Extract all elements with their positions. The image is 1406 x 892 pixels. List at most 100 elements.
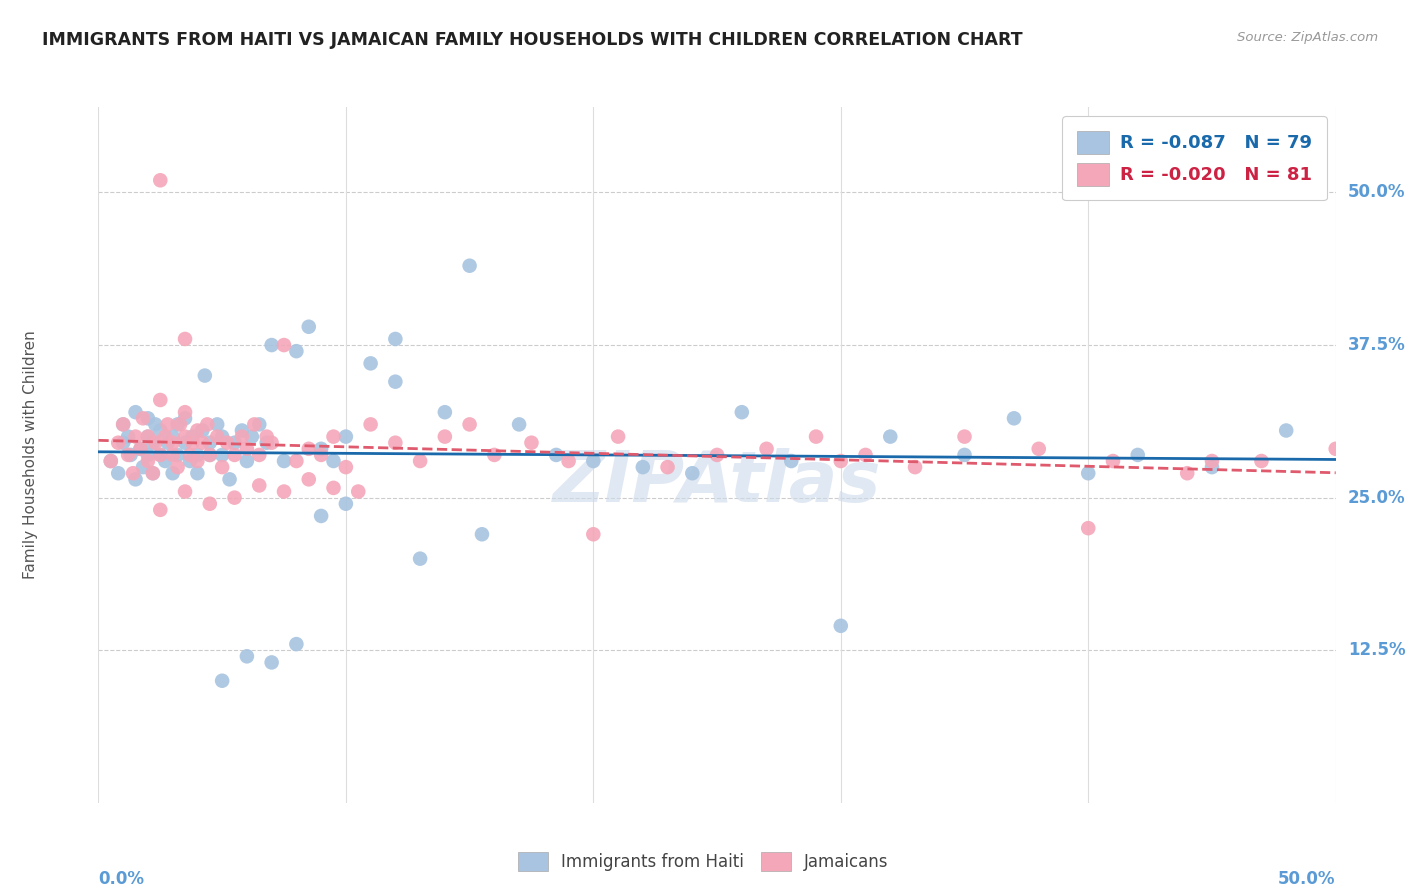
Point: [1275, 424, 1298, 438]
Text: 12.5%: 12.5%: [1348, 641, 1406, 659]
Text: Family Households with Children: Family Households with Children: [22, 331, 38, 579]
Point: [335, 429, 357, 443]
Point: [217, 435, 239, 450]
Point: [191, 435, 214, 450]
Point: [122, 467, 145, 481]
Point: [181, 435, 204, 450]
Point: [273, 454, 295, 468]
Point: [136, 411, 159, 425]
Point: [198, 448, 221, 462]
Point: [156, 435, 179, 450]
Point: [681, 467, 703, 481]
Point: [1077, 521, 1099, 535]
Point: [155, 454, 177, 468]
Point: [273, 338, 295, 352]
Point: [198, 497, 221, 511]
Point: [100, 454, 122, 468]
Point: [247, 478, 270, 492]
Text: 25.0%: 25.0%: [1348, 489, 1406, 507]
Point: [360, 356, 382, 370]
Point: [260, 656, 283, 670]
Point: [1077, 467, 1099, 481]
Point: [508, 417, 530, 432]
Point: [285, 454, 308, 468]
Point: [120, 448, 142, 462]
Point: [155, 429, 177, 443]
Point: [162, 435, 184, 450]
Point: [195, 417, 218, 432]
Point: [136, 448, 159, 462]
Point: [236, 454, 259, 468]
Point: [179, 448, 201, 462]
Point: [156, 417, 179, 432]
Point: [112, 435, 135, 450]
Point: [236, 649, 259, 664]
Point: [1175, 467, 1198, 481]
Point: [243, 417, 266, 432]
Point: [149, 392, 172, 407]
Point: [1002, 411, 1025, 425]
Point: [546, 448, 568, 462]
Point: [260, 435, 283, 450]
Point: [273, 484, 295, 499]
Point: [309, 448, 332, 462]
Point: [149, 448, 172, 462]
Point: [309, 442, 332, 456]
Point: [124, 429, 146, 443]
Point: [706, 448, 728, 462]
Point: [129, 442, 152, 456]
Point: [1126, 448, 1149, 462]
Text: Source: ZipAtlas.com: Source: ZipAtlas.com: [1237, 31, 1378, 45]
Point: [1250, 454, 1272, 468]
Point: [335, 497, 357, 511]
Point: [142, 467, 165, 481]
Point: [409, 551, 432, 566]
Point: [520, 435, 543, 450]
Text: 0.0%: 0.0%: [98, 870, 145, 888]
Point: [322, 429, 344, 443]
Point: [298, 472, 321, 486]
Point: [582, 527, 605, 541]
Point: [174, 332, 197, 346]
Point: [218, 472, 240, 486]
Point: [124, 472, 146, 486]
Point: [149, 173, 172, 187]
Point: [458, 259, 481, 273]
Point: [322, 454, 344, 468]
Point: [179, 454, 201, 468]
Point: [409, 454, 432, 468]
Point: [224, 491, 246, 505]
Point: [830, 454, 852, 468]
Point: [181, 429, 204, 443]
Point: [855, 448, 877, 462]
Point: [142, 435, 165, 450]
Point: [360, 417, 382, 432]
Point: [162, 467, 184, 481]
Point: [347, 484, 370, 499]
Point: [136, 429, 159, 443]
Point: [780, 454, 803, 468]
Point: [247, 448, 270, 462]
Point: [731, 405, 754, 419]
Point: [186, 424, 208, 438]
Point: [124, 405, 146, 419]
Point: [1324, 442, 1347, 456]
Point: [186, 467, 208, 481]
Point: [143, 417, 166, 432]
Point: [804, 429, 827, 443]
Point: [136, 454, 159, 468]
Point: [607, 429, 630, 443]
Point: [162, 448, 184, 462]
Point: [1028, 442, 1050, 456]
Point: [484, 448, 506, 462]
Point: [198, 448, 221, 462]
Point: [285, 637, 308, 651]
Point: [557, 454, 579, 468]
Point: [830, 619, 852, 633]
Point: [240, 429, 263, 443]
Point: [256, 435, 278, 450]
Point: [1201, 460, 1223, 475]
Point: [953, 448, 976, 462]
Point: [879, 429, 901, 443]
Point: [143, 435, 166, 450]
